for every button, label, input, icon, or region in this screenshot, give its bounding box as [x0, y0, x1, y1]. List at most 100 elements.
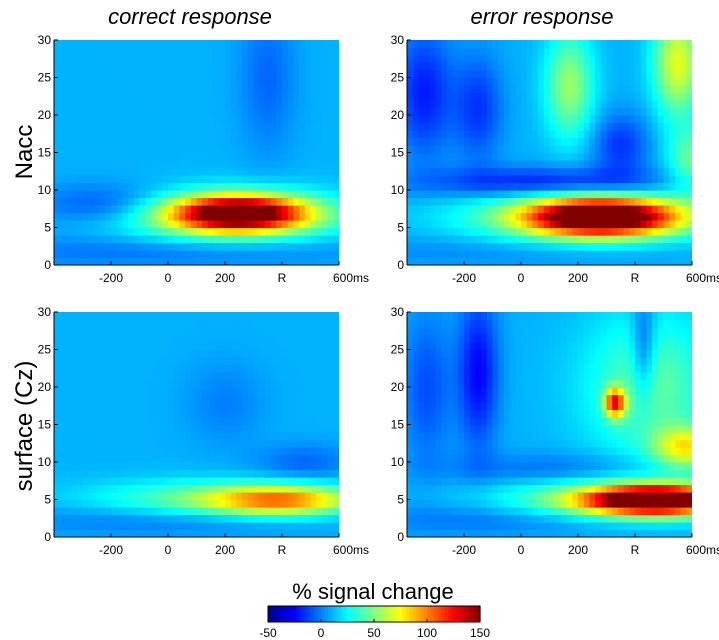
heatmap-cell	[600, 40, 608, 49]
heatmap-cell	[441, 507, 448, 516]
heatmap-cell	[196, 122, 203, 131]
heatmap-cell	[486, 152, 494, 161]
heatmap-cell	[509, 175, 516, 184]
heatmap-cell	[333, 197, 339, 206]
heatmap-cell	[429, 235, 437, 244]
heatmap-cell	[156, 492, 163, 501]
heatmap-cell	[623, 257, 630, 265]
heatmap-cell	[156, 424, 163, 433]
heatmap-cell	[481, 212, 488, 221]
heatmap-cell	[162, 484, 169, 493]
heatmap-cell	[321, 312, 329, 321]
heatmap-cell	[76, 182, 84, 191]
heatmap-cell	[475, 182, 482, 191]
heatmap-cell	[293, 205, 300, 214]
heatmap-cell	[464, 357, 471, 366]
heatmap-cell	[589, 55, 596, 64]
heatmap-cell	[316, 477, 323, 486]
heatmap-cell	[173, 47, 180, 56]
heatmap-cell	[293, 327, 300, 336]
heatmap-cell	[316, 182, 323, 191]
heatmap-cell	[418, 342, 425, 351]
heatmap-cell	[202, 514, 209, 523]
heatmap-cell	[65, 319, 72, 328]
heatmap-cell	[54, 507, 61, 516]
heatmap-cell	[139, 409, 146, 418]
heatmap-cell	[316, 107, 323, 116]
heatmap-cell	[128, 137, 135, 146]
heatmap-cell	[230, 100, 237, 109]
heatmap-cell	[446, 145, 454, 154]
heatmap-cell	[270, 394, 277, 403]
heatmap-cell	[264, 152, 272, 161]
heatmap-cell	[139, 447, 146, 456]
heatmap-cell	[481, 55, 488, 64]
heatmap-cell	[276, 364, 283, 373]
heatmap-cell	[612, 137, 619, 146]
heatmap-cell	[168, 387, 175, 396]
heatmap-cell	[464, 484, 471, 493]
heatmap-cell	[287, 387, 294, 396]
heatmap-cell	[652, 115, 659, 124]
heatmap-cell	[225, 197, 232, 206]
heatmap-cell	[133, 312, 141, 321]
heatmap-cell	[71, 312, 78, 321]
heatmap-cell	[617, 167, 625, 176]
heatmap-cell	[162, 454, 169, 463]
heatmap-cell	[446, 115, 454, 124]
heatmap-cell	[190, 190, 198, 199]
heatmap-cell	[680, 257, 687, 265]
heatmap-cell	[122, 145, 129, 154]
heatmap-cell	[600, 55, 608, 64]
heatmap-cell	[128, 312, 135, 321]
heatmap-cell	[270, 220, 277, 229]
heatmap-cell	[173, 205, 180, 214]
heatmap-cell	[526, 85, 533, 94]
heatmap-cell	[663, 92, 670, 101]
heatmap-cell	[635, 175, 642, 184]
heatmap-cell	[179, 122, 186, 131]
heatmap-cell	[190, 402, 198, 411]
heatmap-cell	[521, 250, 528, 259]
heatmap-cell	[59, 77, 66, 86]
heatmap-cell	[589, 122, 596, 131]
heatmap-cell	[458, 212, 465, 221]
heatmap-cell	[88, 205, 95, 214]
heatmap-cell	[253, 85, 260, 94]
heatmap-cell	[515, 182, 522, 191]
heatmap-cell	[230, 402, 237, 411]
heatmap-cell	[418, 327, 425, 336]
heatmap-cell	[128, 402, 135, 411]
heatmap-cell	[150, 250, 158, 259]
heatmap-cell	[219, 469, 226, 478]
heatmap-cell	[202, 529, 209, 537]
heatmap-cell	[407, 47, 414, 56]
heatmap-cell	[418, 357, 425, 366]
heatmap-cell	[99, 152, 106, 161]
heatmap-cell	[310, 454, 317, 463]
heatmap-cell	[236, 529, 243, 537]
heatmap-cell	[458, 349, 465, 358]
heatmap-cell	[242, 227, 249, 236]
heatmap-cell	[310, 447, 317, 456]
heatmap-cell	[145, 364, 152, 373]
heatmap-cell	[452, 424, 459, 433]
heatmap-cell	[623, 40, 630, 49]
heatmap-cell	[321, 319, 329, 328]
heatmap-cell	[236, 47, 243, 56]
heatmap-cell	[310, 492, 317, 501]
heatmap-cell	[99, 137, 106, 146]
heatmap-cell	[88, 319, 95, 328]
heatmap-cell	[230, 55, 237, 64]
heatmap-cell	[116, 357, 123, 366]
heatmap-cell	[321, 47, 329, 56]
heatmap-cell	[287, 62, 294, 71]
heatmap-cell	[253, 379, 260, 388]
heatmap-cell	[139, 182, 146, 191]
heatmap-cell	[247, 402, 255, 411]
heatmap-cell	[99, 62, 106, 71]
heatmap-cell	[236, 182, 243, 191]
heatmap-cell	[293, 357, 300, 366]
heatmap-cell	[213, 484, 220, 493]
heatmap-cell	[82, 432, 89, 441]
